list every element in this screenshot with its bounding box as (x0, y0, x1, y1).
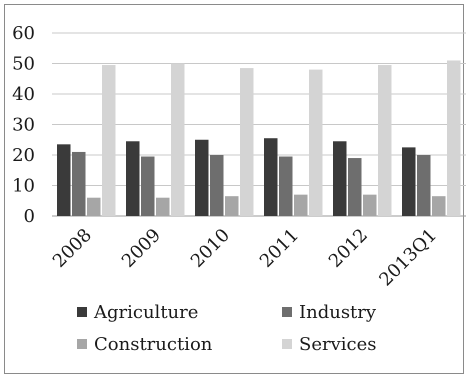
legend-swatch-industry (282, 307, 292, 317)
bar-construction-2009 (156, 197, 170, 216)
y-tick-label: 60 (12, 23, 35, 44)
bar-industry-2013q1 (417, 155, 431, 216)
bar-agriculture-2008 (57, 144, 71, 216)
legend-swatch-agriculture (77, 307, 87, 317)
bar-industry-2011 (279, 156, 293, 216)
bar-agriculture-2009 (126, 141, 140, 216)
bar-agriculture-2012 (333, 141, 347, 216)
bar-services-2012 (378, 65, 392, 217)
bar-services-2008 (102, 65, 116, 217)
x-tick-label: 2010 (187, 225, 234, 272)
y-tick-label: 50 (12, 54, 35, 75)
y-tick-label: 30 (12, 115, 35, 136)
bar-construction-2011 (294, 194, 308, 216)
y-tick-label: 20 (12, 145, 35, 166)
y-tick-label: 40 (12, 84, 35, 105)
y-tick-label: 0 (24, 206, 35, 227)
legend-swatch-services (282, 339, 292, 349)
bar-agriculture-2011 (264, 138, 278, 216)
bar-services-2011 (309, 69, 323, 216)
x-tick-label: 2013Q1 (375, 225, 441, 291)
bar-construction-2013q1 (432, 196, 446, 216)
bar-industry-2009 (141, 156, 155, 216)
bars (57, 60, 461, 217)
y-axis-ticks: 0 10 20 30 40 50 60 (12, 23, 35, 227)
x-tick-label: 2011 (256, 225, 303, 272)
gridlines (52, 32, 466, 217)
legend-label-industry: Industry (299, 302, 377, 323)
legend-swatch-construction (77, 339, 87, 349)
chart-border (4, 4, 464, 374)
bar-agriculture-2013q1 (402, 147, 416, 216)
bar-services-2009 (171, 63, 185, 216)
legend: Agriculture Industry Construction Services (77, 302, 377, 355)
legend-label-services: Services (299, 334, 376, 355)
bar-services-2013q1 (447, 60, 461, 217)
x-tick-label: 2008 (49, 225, 96, 272)
bar-construction-2008 (87, 197, 101, 216)
bar-industry-2008 (72, 151, 86, 216)
legend-label-construction: Construction (94, 334, 213, 355)
bar-industry-2010 (210, 155, 224, 216)
bar-construction-2012 (363, 194, 377, 216)
y-tick-label: 10 (12, 176, 35, 197)
x-axis-ticks: 2008 2009 2010 2011 2012 2013Q1 (49, 225, 441, 291)
legend-label-agriculture: Agriculture (93, 302, 198, 323)
bar-agriculture-2010 (195, 139, 209, 216)
bar-construction-2010 (225, 196, 239, 216)
x-tick-label: 2012 (325, 225, 372, 272)
bar-services-2010 (240, 68, 254, 216)
x-tick-label: 2009 (118, 225, 165, 272)
bar-industry-2012 (348, 158, 362, 216)
